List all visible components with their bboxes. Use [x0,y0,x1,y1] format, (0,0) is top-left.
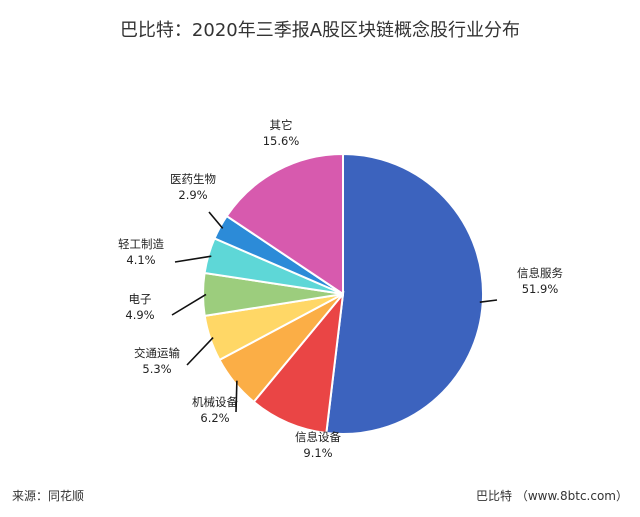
source-note: 来源：同花顺 [12,489,85,503]
slice-labels: 信息服务 51.9% 信息设备 9.1% 机械设备 6.2% 交通运输 5.3% 电子 4.9% 轻… [118,118,563,460]
chart-title: 巴比特：2020年三季报A股区块链概念股行业分布 [119,20,521,41]
slice-label-3: 机械设备 [192,395,238,409]
slice-value-8: 15.6% [263,134,300,148]
pie-slice-2 [252,290,345,435]
leader-line-3 [235,380,238,413]
slice-value-5: 4.9% [125,308,154,322]
leader-line-7 [208,211,224,229]
pie-slice-8 [225,152,344,296]
slice-label-8: 其它 [270,118,293,132]
slice-label-2: 信息设备 [295,430,341,444]
leader-line-4 [186,337,214,366]
leader-line-5 [171,293,207,316]
slice-value-1: 51.9% [522,282,559,296]
pie-slice-1 [325,152,484,435]
slice-label-5: 电子 [129,292,152,306]
pie-slices [202,152,484,435]
slice-value-6: 4.1% [126,253,155,267]
slice-label-1: 信息服务 [517,266,563,280]
leader-line-1 [479,299,498,303]
slice-value-3: 6.2% [200,411,229,425]
slice-label-7: 医药生物 [170,172,216,186]
slice-value-2: 9.1% [303,446,332,460]
slice-label-6: 轻工制造 [118,237,164,251]
credit-note: 巴比特 （www.8btc.com） [476,489,628,503]
slice-label-4: 交通运输 [134,346,180,360]
slice-value-7: 2.9% [178,188,207,202]
leader-line-6 [174,255,212,263]
leader-lines [171,211,498,413]
slice-value-4: 5.3% [142,362,171,376]
